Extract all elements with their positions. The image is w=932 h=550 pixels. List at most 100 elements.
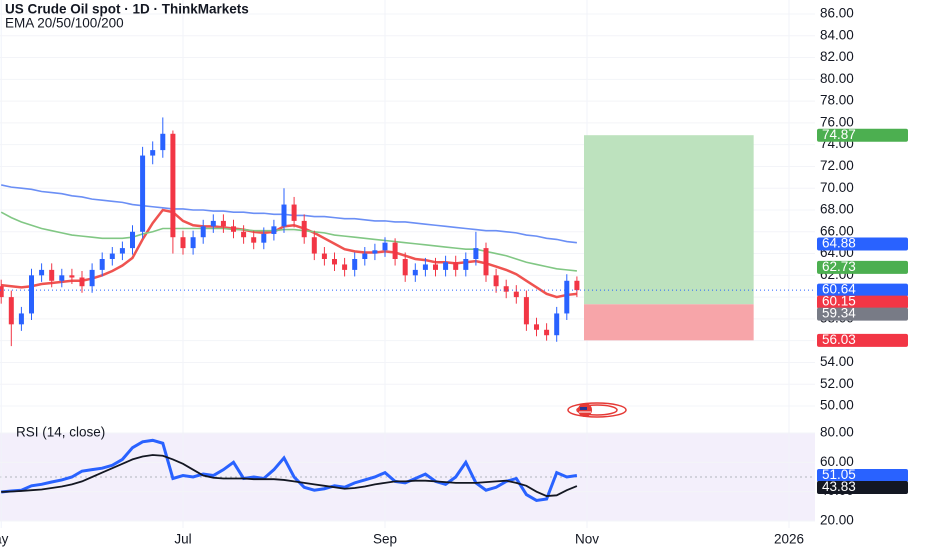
candle-body xyxy=(0,286,4,298)
candle-body xyxy=(89,269,95,287)
candle-body xyxy=(200,226,206,238)
price-label-bg xyxy=(817,480,908,494)
price-label-bg xyxy=(817,333,908,347)
candle-body xyxy=(210,220,216,227)
rsi-line xyxy=(1,438,578,503)
price-label-bg xyxy=(817,295,908,309)
candle-body xyxy=(453,262,459,270)
candle-body xyxy=(402,259,408,276)
chart-subtitle: EMA 20/50/100/200 xyxy=(5,16,124,31)
candle-body xyxy=(79,277,85,287)
y-tick-label: 20.00 xyxy=(820,513,854,528)
candle-body xyxy=(140,155,146,232)
candle-body xyxy=(443,262,449,270)
price-label-bg xyxy=(817,307,908,321)
candle-body xyxy=(422,264,428,270)
candle-body xyxy=(513,291,519,298)
x-tick-label: Nov xyxy=(575,532,599,547)
candle-body xyxy=(534,324,539,330)
candle-body xyxy=(362,253,368,259)
y-tick-label: 66.00 xyxy=(820,223,854,238)
ema-line xyxy=(1,184,577,244)
y-tick-label: 68.00 xyxy=(820,202,854,217)
candle-body xyxy=(119,248,125,254)
candle-body xyxy=(503,286,509,292)
y-tick-label: 72.00 xyxy=(820,158,854,173)
candle-body xyxy=(190,237,196,249)
candle-body xyxy=(49,269,55,281)
candle-body xyxy=(412,269,418,276)
y-tick-label: 84.00 xyxy=(820,27,854,42)
candle-body xyxy=(59,275,65,281)
candle-body xyxy=(29,275,34,314)
y-tick-label: 82.00 xyxy=(820,49,854,64)
x-tick-label: 2026 xyxy=(774,532,804,547)
y-tick-label: 50.00 xyxy=(820,398,854,413)
price-label: 51.05 xyxy=(822,467,856,482)
candle-body xyxy=(382,242,388,251)
candle-body xyxy=(39,269,45,276)
candle-body xyxy=(554,313,560,336)
y-tick-label: 60.00 xyxy=(820,454,854,469)
rsi-title: RSI (14, close) xyxy=(16,425,105,440)
y-tick-label: 52.00 xyxy=(820,376,854,391)
candle-body xyxy=(271,226,277,234)
candle-body xyxy=(463,259,469,270)
candle-body xyxy=(241,231,247,238)
candle-body xyxy=(170,133,176,238)
price-label: 60.64 xyxy=(822,282,856,297)
candle-body xyxy=(8,297,14,325)
x-tick-label: ay xyxy=(0,532,9,547)
candle-body xyxy=(180,237,186,249)
stop-zone xyxy=(584,304,754,341)
candle-body xyxy=(231,226,236,232)
candle-body xyxy=(261,233,267,243)
candle-body xyxy=(392,242,398,259)
y-tick-label: 86.00 xyxy=(820,6,854,21)
candle-body xyxy=(281,204,287,227)
candle-body xyxy=(69,275,75,278)
candle-body xyxy=(574,280,580,291)
price-label: 56.03 xyxy=(822,332,856,347)
price-label-bg xyxy=(817,468,908,482)
y-tick-label: 54.00 xyxy=(820,354,854,369)
candle-body xyxy=(220,220,226,227)
candle-body xyxy=(291,204,297,221)
y-tick-label: 70.00 xyxy=(820,180,854,195)
candle-body xyxy=(301,220,307,238)
candle-body xyxy=(251,237,257,243)
candle-body xyxy=(130,231,135,249)
price-label: 59.34 xyxy=(822,306,856,321)
price-label: 60.15 xyxy=(822,294,856,309)
candle-body xyxy=(109,253,115,259)
candle-body xyxy=(372,250,378,254)
candle-body xyxy=(160,133,166,151)
candle-body xyxy=(311,237,317,254)
candle-body xyxy=(473,248,479,259)
candle-body xyxy=(483,248,489,276)
x-tick-label: Sep xyxy=(373,532,397,547)
y-tick-label: 80.00 xyxy=(820,425,854,440)
y-tick-label: 76.00 xyxy=(820,114,854,129)
price-label: 62.73 xyxy=(822,259,856,274)
plot: ayJulSepNov202650.0052.0054.0056.0058.00… xyxy=(0,0,908,547)
ema-line xyxy=(0,211,577,272)
candle-body xyxy=(321,253,327,259)
price-label-bg xyxy=(817,128,908,142)
candle-body xyxy=(523,297,529,325)
target-zone xyxy=(584,135,754,305)
price-label-bg xyxy=(817,260,908,274)
candle-body xyxy=(493,275,499,287)
candle-body xyxy=(352,259,358,270)
ema-line xyxy=(1,208,578,299)
y-tick-label: 80.00 xyxy=(820,71,854,86)
rsi-band xyxy=(0,433,815,521)
flag-icon xyxy=(567,402,627,418)
candle-body xyxy=(564,280,570,314)
candle-body xyxy=(433,264,438,270)
price-label: 64.88 xyxy=(822,236,856,251)
x-tick-label: Jul xyxy=(174,532,191,547)
candle-body xyxy=(342,264,348,270)
